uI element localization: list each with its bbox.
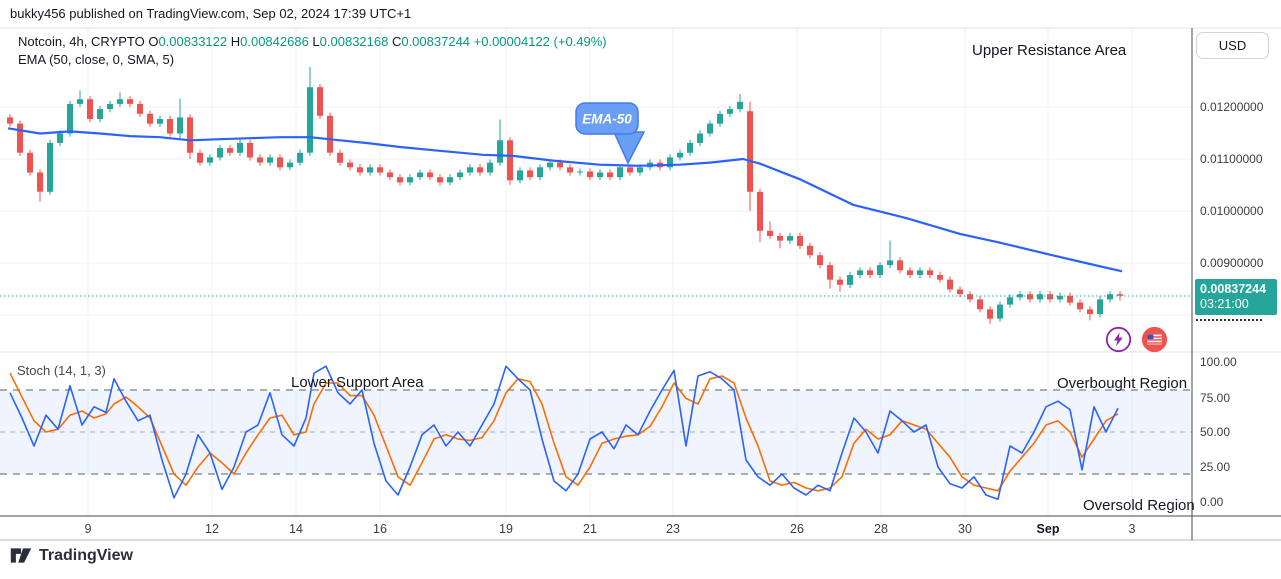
time-tick-label: 19: [499, 522, 513, 536]
time-tick-label: 9: [84, 522, 92, 536]
stoch-tick-label: 100.00: [1200, 355, 1237, 369]
legend-part: 0.00833122: [158, 34, 231, 49]
attribution-text: bukky456 published on TradingView.com, S…: [10, 6, 412, 21]
lightning-idea-icon[interactable]: [1105, 326, 1132, 353]
time-tick-label: Sep: [1036, 522, 1060, 536]
legend-part: H: [230, 34, 241, 49]
price-tick-label: 0.00900000: [1200, 256, 1264, 270]
lower-support-label: Lower Support Area: [291, 374, 424, 391]
price-level-dotted-marker: [1196, 319, 1262, 321]
tradingview-watermark[interactable]: TradingView: [10, 546, 133, 565]
time-tick-label: 30: [958, 522, 972, 536]
last-price-badge: 0.00837244 03:21:00: [1195, 279, 1277, 315]
tradingview-wordmark: TradingView: [39, 546, 133, 564]
stoch-tick-label: 50.00: [1200, 425, 1231, 439]
time-tick-label: 23: [666, 522, 680, 536]
ema-legend[interactable]: EMA (50, close, 0, SMA, 5): [18, 52, 175, 67]
legend-part: O: [148, 34, 159, 49]
legend-part: 0.00832168: [319, 34, 392, 49]
currency-toggle-button[interactable]: USD: [1196, 32, 1269, 59]
stoch-indicator-label[interactable]: Stoch (14, 1, 3): [17, 363, 106, 378]
overbought-region-label: Overbought Region: [1057, 375, 1188, 392]
tradingview-logo-icon: [10, 548, 32, 563]
upper-resistance-label: Upper Resistance Area: [972, 42, 1127, 59]
legend-part: L: [312, 34, 320, 49]
legend-part: 0.00842686: [240, 34, 313, 49]
us-flag-icon[interactable]: [1141, 326, 1168, 353]
price-tick-label: 0.01100000: [1200, 152, 1263, 166]
time-tick-label: 14: [289, 522, 303, 536]
legend-part: 0.00837244: [401, 34, 474, 49]
time-tick-label: 21: [583, 522, 597, 536]
oversold-region-label: Oversold Region: [1083, 497, 1195, 514]
legend-part: +0.00004122 (+0.49%): [473, 34, 607, 49]
symbol-legend[interactable]: Notcoin, 4h, CRYPTO O0.00833122 H0.00842…: [18, 34, 607, 49]
last-price-value: 0.00837244: [1200, 282, 1267, 296]
legend-part: C: [391, 34, 402, 49]
stoch-tick-label: 75.00: [1200, 391, 1231, 405]
time-tick-label: 16: [373, 522, 387, 536]
stoch-tick-label: 0.00: [1200, 495, 1224, 509]
legend-part: Notcoin, 4h, CRYPTO: [18, 34, 149, 49]
time-tick-label: 26: [790, 522, 804, 536]
price-tick-label: 0.01200000: [1200, 100, 1264, 114]
time-tick-label: 28: [874, 522, 888, 536]
time-tick-label: 3: [1128, 522, 1136, 536]
time-tick-label: 12: [205, 522, 219, 536]
stoch-tick-label: 25.00: [1200, 460, 1231, 474]
price-tick-label: 0.01000000: [1200, 204, 1264, 218]
svg-text:EMA-50: EMA-50: [582, 112, 632, 127]
bar-countdown: 03:21:00: [1200, 297, 1249, 311]
